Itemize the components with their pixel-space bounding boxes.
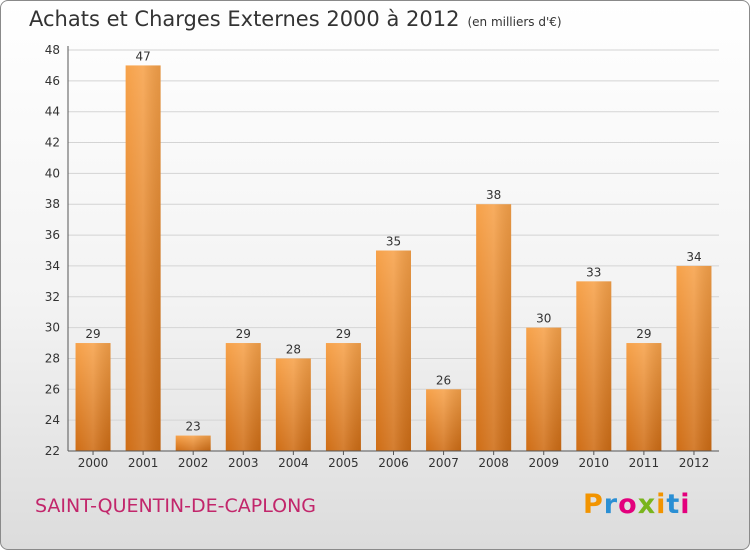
y-tick-label: 26 (45, 382, 60, 396)
data-label: 26 (436, 373, 451, 387)
data-label: 29 (336, 327, 351, 341)
bar-shade-2005 (325, 343, 361, 451)
x-tick-label: 2008 (478, 456, 509, 470)
x-tick-label: 2006 (378, 456, 409, 470)
bar-shade-2009 (526, 327, 562, 451)
bar-shade-2008 (476, 204, 512, 451)
data-label: 34 (686, 250, 701, 264)
logo-letter: i (656, 489, 667, 520)
chart-subtitle: (en milliers d'€) (467, 15, 562, 29)
bar-shade-2003 (225, 343, 261, 451)
y-tick-label: 30 (45, 321, 60, 335)
y-tick-label: 46 (45, 74, 60, 88)
bar-shade-2000 (75, 343, 111, 451)
y-tick-labels: 22 24 26 28 30 32 34 36 38 40 42 44 46 48 (45, 43, 60, 458)
x-tick-label: 2012 (679, 456, 710, 470)
logo-letter: r (603, 489, 619, 520)
data-label: 29 (636, 327, 651, 341)
y-tick-label: 34 (45, 259, 60, 273)
data-label: 35 (386, 235, 401, 249)
y-tick-label: 44 (45, 105, 60, 119)
x-tick-label: 2001 (128, 456, 159, 470)
y-tick-label: 42 (45, 136, 60, 150)
bar-shade-2006 (376, 250, 411, 451)
axes (67, 46, 719, 455)
data-label: 30 (536, 312, 551, 326)
data-label: 28 (286, 342, 301, 356)
data-label: 29 (236, 327, 251, 341)
x-tick-label: 2002 (178, 456, 209, 470)
y-tick-label: 36 (45, 228, 60, 242)
bar-shade-2002 (175, 435, 211, 451)
bars (75, 65, 712, 451)
logo-letter: i (680, 489, 691, 520)
x-tick-label: 2011 (629, 456, 660, 470)
data-label: 33 (586, 265, 601, 279)
place-name: SAINT-QUENTIN-DE-CAPLONG (35, 495, 317, 517)
y-tick-label: 48 (45, 43, 60, 57)
chart-title: Achats et Charges Externes 2000 à 2012 (e… (29, 7, 562, 31)
data-label: 38 (486, 188, 501, 202)
proxiti-logo: Proxiti (583, 489, 691, 520)
y-tick-label: 32 (45, 290, 60, 304)
bar-shade-2004 (275, 358, 311, 451)
logo-letter: P (583, 489, 604, 520)
data-label: 23 (186, 420, 201, 434)
x-tick-label: 2007 (428, 456, 459, 470)
data-label: 47 (135, 49, 150, 63)
chart-title-text: Achats et Charges Externes 2000 à 2012 (29, 7, 460, 31)
bar-shade-2001 (125, 65, 161, 451)
x-tick-labels: 2000 2001 2002 2003 2004 2005 2006 2007 2008 2009… (78, 456, 709, 470)
bar-shade-2010 (576, 281, 612, 451)
y-tick-label: 22 (45, 444, 60, 458)
y-tick-label: 40 (45, 166, 60, 180)
logo-letter: x (637, 489, 657, 520)
x-tick-label: 2003 (228, 456, 259, 470)
x-tick-label: 2005 (328, 456, 359, 470)
bar-shade-2011 (626, 343, 662, 451)
data-labels: 29 47 23 29 28 29 35 26 38 30 33 29 34 (85, 49, 701, 433)
bar-shade-2012 (676, 265, 712, 451)
logo-letter: t (666, 489, 681, 520)
bar-shade-2007 (426, 389, 462, 451)
x-tick-label: 2009 (528, 456, 559, 470)
x-tick-label: 2004 (278, 456, 309, 470)
x-tick-label: 2010 (579, 456, 610, 470)
y-tick-label: 24 (45, 413, 60, 427)
data-label: 29 (85, 327, 100, 341)
y-tick-label: 28 (45, 351, 60, 365)
x-tick-label: 2000 (78, 456, 109, 470)
y-tick-label: 38 (45, 197, 60, 211)
logo-letter: o (618, 489, 638, 520)
